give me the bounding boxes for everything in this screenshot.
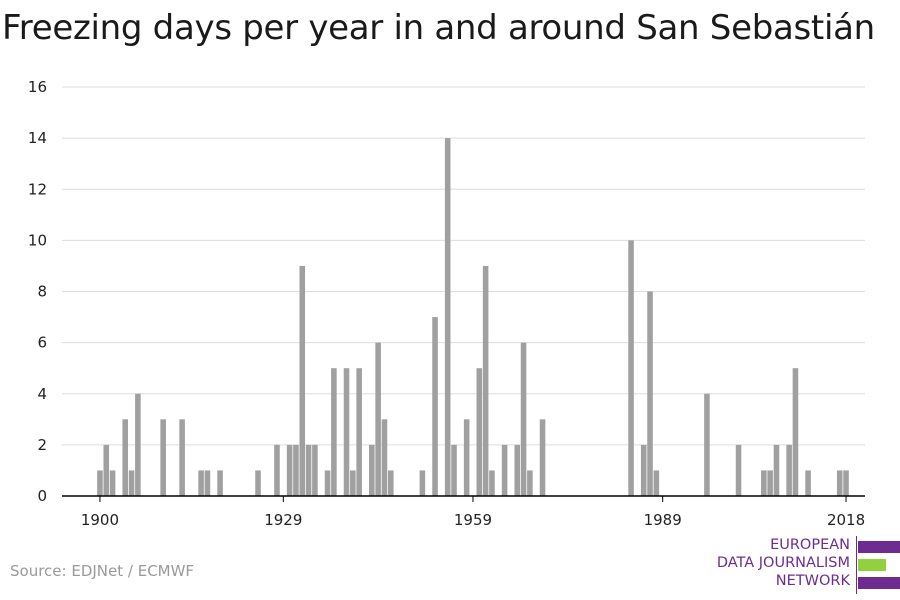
logo-line-network: NETWORK bbox=[775, 573, 850, 589]
bar-1968 bbox=[527, 470, 533, 496]
bar-1986 bbox=[640, 444, 647, 496]
logo-line-european: EUROPEAN bbox=[770, 537, 850, 553]
bar-1930 bbox=[286, 444, 293, 496]
bar-2006 bbox=[767, 470, 773, 496]
y-tick-label-12: 12 bbox=[28, 180, 47, 198]
bar-1955 bbox=[444, 138, 451, 496]
y-tick-label-0: 0 bbox=[37, 487, 47, 505]
bar-1905 bbox=[128, 470, 135, 496]
bar-2001 bbox=[735, 444, 742, 496]
logo-bar-middle bbox=[858, 559, 886, 571]
bar-1943 bbox=[369, 444, 375, 496]
bar-2010 bbox=[792, 368, 799, 496]
bar-1932 bbox=[299, 265, 306, 496]
x-tick-label-2018: 2018 bbox=[827, 511, 865, 529]
logo-bar-bottom bbox=[858, 577, 900, 589]
y-tick-label-2: 2 bbox=[37, 436, 47, 454]
bar-1931 bbox=[293, 444, 299, 496]
bar-1925 bbox=[255, 470, 261, 496]
x-tick-label-1929: 1929 bbox=[264, 511, 302, 529]
bar-1901 bbox=[103, 444, 110, 496]
bar-1906 bbox=[135, 393, 141, 496]
y-tick-label-4: 4 bbox=[37, 385, 47, 403]
bar-1961 bbox=[482, 265, 489, 496]
bar-1913 bbox=[179, 419, 185, 496]
bar-1967 bbox=[520, 342, 527, 496]
x-tick-label-1959: 1959 bbox=[454, 511, 492, 529]
bar-1900 bbox=[97, 470, 103, 496]
bar-1916 bbox=[198, 470, 204, 496]
bar-1941 bbox=[356, 368, 362, 496]
bar-1946 bbox=[388, 470, 394, 496]
edjnet-logo: EUROPEAN DATA JOURNALISM NETWORK bbox=[690, 536, 900, 596]
bar-1984 bbox=[628, 240, 634, 496]
bar-1970 bbox=[539, 419, 546, 496]
bar-2007 bbox=[773, 444, 780, 496]
bar-1988 bbox=[653, 470, 660, 496]
bar-1966 bbox=[514, 444, 521, 496]
bar-1964 bbox=[501, 444, 508, 496]
bar-1944 bbox=[375, 342, 381, 496]
bar-1951 bbox=[419, 470, 426, 496]
y-tick-label-10: 10 bbox=[28, 231, 47, 249]
bar-1936 bbox=[324, 470, 331, 496]
chart-title: Freezing days per year in and around San… bbox=[2, 8, 875, 48]
bar-1937 bbox=[331, 368, 337, 496]
source-note: Source: EDJNet / ECMWF bbox=[10, 562, 195, 580]
bar-1902 bbox=[109, 470, 116, 496]
bar-2018 bbox=[843, 470, 849, 496]
x-tick-label-1900: 1900 bbox=[81, 511, 119, 529]
bar-1934 bbox=[312, 444, 318, 496]
bar-1945 bbox=[381, 419, 388, 496]
bar-2005 bbox=[761, 470, 767, 496]
bar-1910 bbox=[160, 419, 166, 496]
bar-1919 bbox=[217, 470, 223, 496]
bar-1953 bbox=[432, 317, 438, 496]
bar-1958 bbox=[463, 419, 470, 496]
y-tick-label-14: 14 bbox=[28, 129, 47, 147]
logo-divider bbox=[856, 536, 857, 594]
logo-line-data-journalism: DATA JOURNALISM bbox=[716, 555, 850, 571]
bar-1962 bbox=[489, 470, 495, 496]
bar-1928 bbox=[274, 444, 280, 496]
bar-2012 bbox=[805, 470, 811, 496]
bar-1933 bbox=[305, 444, 312, 496]
bar-2009 bbox=[786, 444, 792, 496]
freezing-days-chart: 0 2 4 6 8 10 12 14 16 1900 1929 1959 1989 2018 bbox=[28, 78, 865, 529]
bar-1960 bbox=[476, 368, 483, 496]
bar-1987 bbox=[647, 291, 653, 496]
y-tick-label-8: 8 bbox=[37, 283, 47, 301]
bar-1996 bbox=[704, 393, 710, 496]
bar-1956 bbox=[451, 444, 457, 496]
y-tick-label-6: 6 bbox=[37, 334, 47, 352]
bar-1917 bbox=[204, 470, 211, 496]
y-tick-label-16: 16 bbox=[28, 78, 47, 96]
bar-1940 bbox=[350, 470, 356, 496]
bar-2017 bbox=[836, 470, 843, 496]
bar-1904 bbox=[122, 419, 129, 496]
x-tick-label-1989: 1989 bbox=[644, 511, 682, 529]
bar-1939 bbox=[343, 368, 350, 496]
logo-bar-top bbox=[858, 541, 900, 553]
